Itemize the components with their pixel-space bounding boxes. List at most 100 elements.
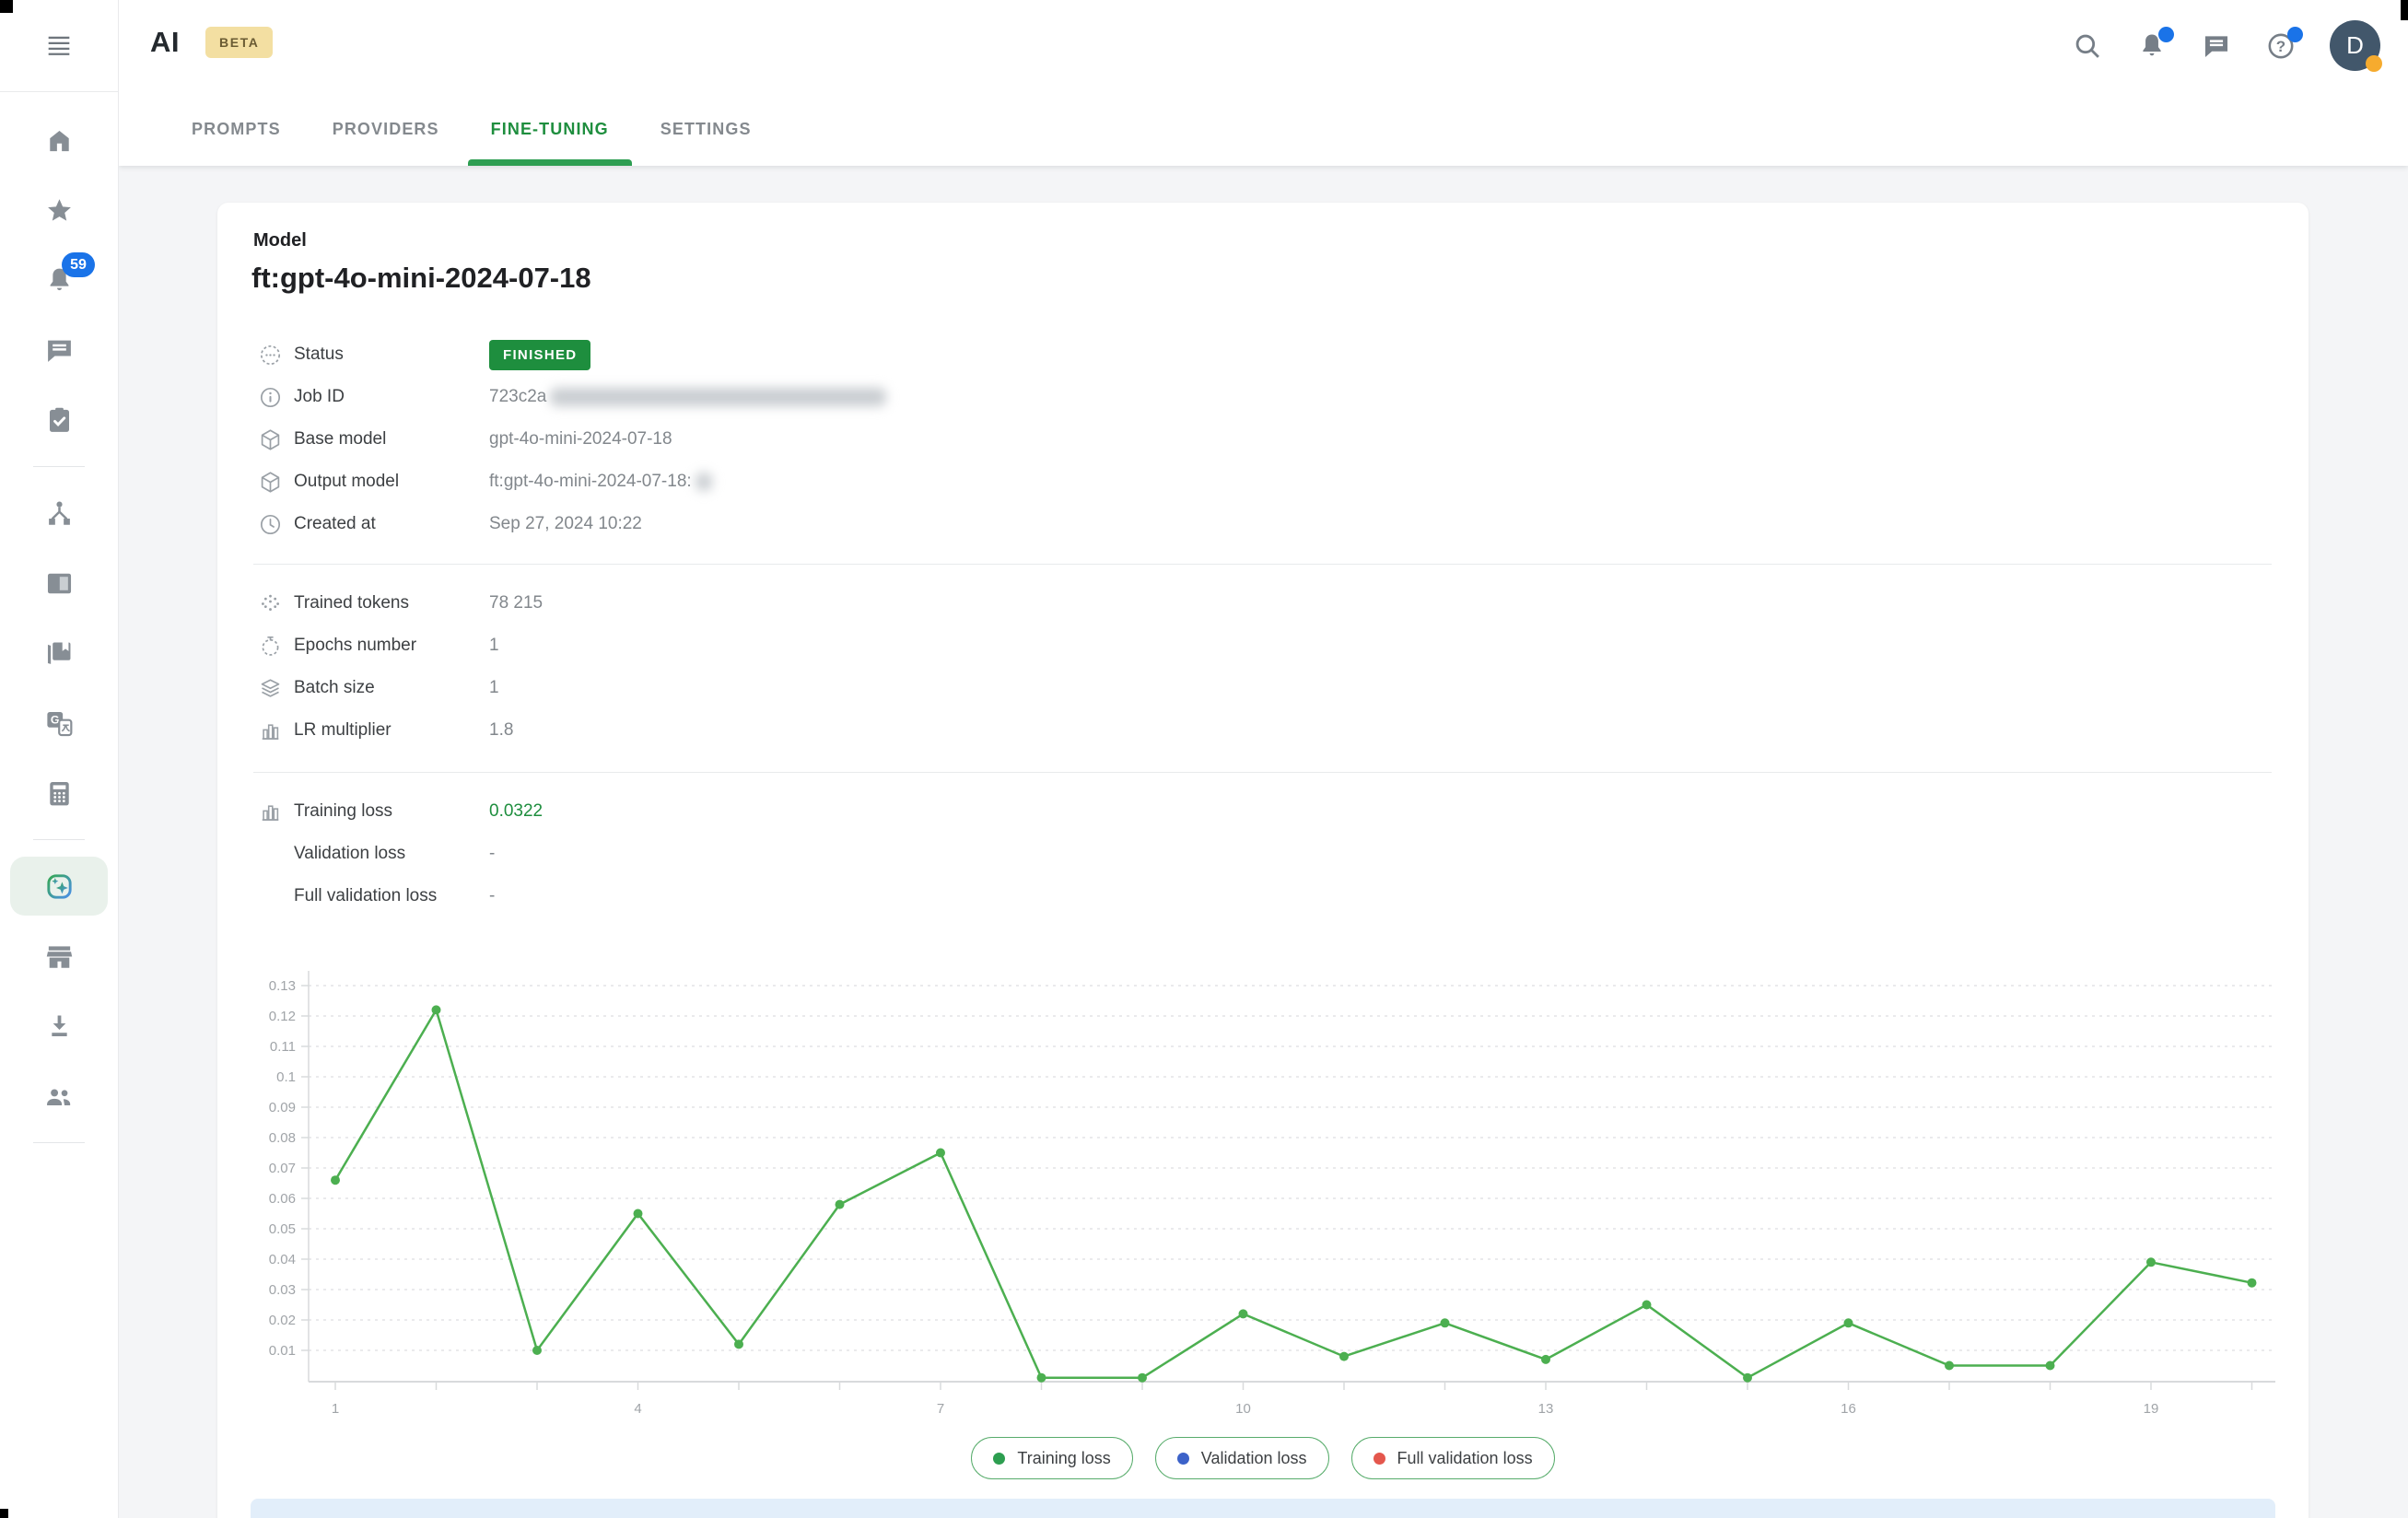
tab-bar: PROMPTS PROVIDERS FINE-TUNING SETTINGS [169,92,775,166]
sidebar-item-boards[interactable] [10,554,108,613]
svg-text:10: 10 [1235,1401,1251,1417]
svg-text:0.13: 0.13 [269,978,296,994]
status-badge: FINISHED [489,339,591,370]
ai-icon [46,873,72,899]
sidebar-item-downloads[interactable] [10,997,108,1056]
sidebar-item-messages[interactable] [10,321,108,380]
sidebar-item-tasks[interactable] [10,391,108,450]
legend-label: Training loss [1017,1448,1111,1467]
legend-dot [1373,1452,1385,1465]
screen-artifact [2401,0,2408,20]
svg-text:0.03: 0.03 [269,1282,296,1298]
row-training-loss: Training loss 0.0322 [217,790,2309,833]
row-value: 723c2a [489,387,547,406]
tab-fine-tuning[interactable]: FINE-TUNING [467,92,632,166]
alert-dot [2158,26,2174,42]
row-label: Batch size [294,678,375,697]
sidebar-item-favorites[interactable] [10,181,108,239]
fine-tune-details-card: Model ft:gpt-4o-mini-2024-07-18 Status F… [217,203,2309,1518]
divider [253,772,2272,773]
hamburger-icon [48,36,70,55]
svg-text:0.07: 0.07 [269,1161,296,1176]
row-trained-tokens: Trained tokens 78 215 [217,582,2309,625]
sidebar-item-ai-fine-tuning[interactable] [10,857,108,916]
sidebar: 59 G [0,0,119,1518]
sidebar-item-users[interactable] [10,1067,108,1126]
sidebar-item-home[interactable] [10,111,108,169]
legend-training-loss[interactable]: Training loss [971,1437,1133,1479]
sidebar-divider [33,466,85,467]
store-icon [46,945,72,968]
svg-text:13: 13 [1538,1401,1554,1417]
tab-settings[interactable]: SETTINGS [637,92,775,166]
row-validation-loss: Validation loss - [217,833,2309,875]
svg-text:0.06: 0.06 [269,1191,296,1207]
chat-icon [2204,35,2228,57]
barchart-icon [262,723,279,740]
status-icon [260,344,281,365]
feedback-button[interactable] [2201,30,2232,62]
screen-artifact [0,1509,8,1518]
row-value: - [489,844,496,863]
training-loss-chart: 0.01 0.02 0.03 0.04 0.05 0.06 0.07 0.08 0.09 0.1 0… [217,958,2309,1446]
svg-text:0.04: 0.04 [269,1252,296,1267]
sidebar-item-library[interactable] [10,624,108,683]
svg-text:0.12: 0.12 [269,1009,296,1024]
translate-icon: G [46,711,72,736]
row-lr-multiplier: LR multiplier 1.8 [217,709,2309,752]
svg-text:G: G [50,713,59,726]
bell-icon [2143,34,2161,55]
model-title: ft:gpt-4o-mini-2024-07-18 [251,262,591,294]
row-label: Epochs number [294,636,417,655]
sidebar-nav: 59 G [0,92,118,1154]
sidebar-item-workflows[interactable] [10,484,108,543]
info-banner [251,1499,2275,1518]
layers-icon [261,678,280,697]
notifications-button[interactable] [2136,26,2174,62]
sidebar-item-notifications[interactable]: 59 [10,251,108,309]
info-icon [260,387,281,407]
app-logo: AI [150,26,180,58]
row-label: Trained tokens [294,593,409,613]
row-batch-size: Batch size 1 [217,667,2309,709]
redacted-text [550,388,887,406]
row-value: - [489,886,496,905]
svg-text:?: ? [2276,38,2285,55]
search-button[interactable] [2072,30,2103,62]
svg-text:0.02: 0.02 [269,1313,296,1328]
help-icon: ? [2268,33,2294,58]
model-section-label: Model [253,230,307,251]
row-created-at: Created at Sep 27, 2024 10:22 [217,503,2309,545]
main-content: Model ft:gpt-4o-mini-2024-07-18 Status F… [119,166,2408,1518]
row-label: Validation loss [294,844,406,863]
package-icon [261,471,280,493]
help-button[interactable]: ? [2265,26,2303,62]
row-epochs-number: Epochs number 1 [217,625,2309,667]
alert-dot [2287,26,2303,42]
legend-validation-loss[interactable]: Validation loss [1154,1437,1329,1479]
row-value: 78 215 [489,593,544,613]
home-icon [49,130,69,151]
download-icon [51,1015,67,1036]
header-actions: ? D [2072,20,2382,72]
menu-button[interactable] [43,30,75,62]
sidebar-divider [33,1142,85,1143]
sidebar-item-calculator[interactable] [10,764,108,823]
row-value: ft:gpt-4o-mini-2024-07-18: [489,472,692,491]
row-value: 1.8 [489,720,514,740]
row-full-validation-loss: Full validation loss - [217,875,2309,917]
legend-full-validation-loss[interactable]: Full validation loss [1350,1437,1555,1479]
clock-icon [260,514,281,534]
barchart-icon [262,804,279,821]
tab-providers[interactable]: PROVIDERS [310,92,462,166]
svg-text:7: 7 [937,1401,944,1417]
tab-prompts[interactable]: PROMPTS [169,92,304,166]
chart-legend: Training loss Validation loss Full validat… [217,1437,2309,1479]
row-label: Status [294,344,344,364]
row-label: Job ID [294,387,345,406]
redacted-text [695,473,712,491]
sidebar-item-store[interactable] [10,927,108,986]
svg-text:19: 19 [2144,1401,2159,1417]
sidebar-item-translate[interactable]: G [10,694,108,753]
avatar[interactable]: D [2330,20,2382,72]
